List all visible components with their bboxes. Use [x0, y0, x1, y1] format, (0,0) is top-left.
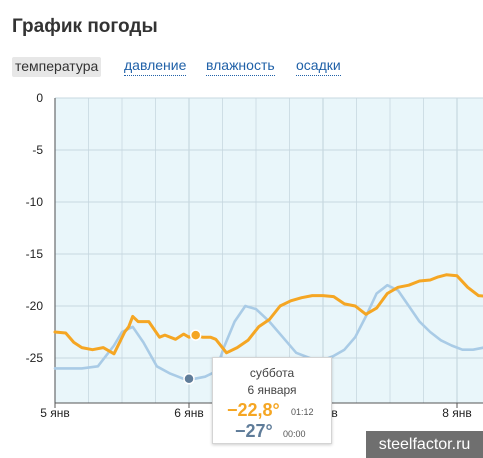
- history-highlight-point: [183, 373, 195, 385]
- plot-area: [55, 98, 483, 403]
- x-tick-label: 8 янв: [442, 406, 472, 420]
- page-title: График погоды: [12, 16, 158, 37]
- tooltip-date: 6 января: [247, 383, 297, 397]
- y-tick-label: -25: [26, 351, 44, 365]
- y-tick-label: -15: [26, 247, 44, 261]
- forecast-series-line: [53, 273, 483, 356]
- y-tick-label: -20: [26, 299, 44, 313]
- tab-humidity[interactable]: влажность: [206, 57, 275, 76]
- tab-temperature[interactable]: температура: [12, 57, 102, 77]
- tooltip-forecast-time: 01:12: [291, 407, 314, 417]
- tooltip-history-value: −27°: [235, 421, 273, 441]
- tooltip-forecast-value: −22,8°: [227, 400, 280, 420]
- x-tick-label: 5 янв: [40, 406, 70, 420]
- y-tick-label: -5: [32, 143, 43, 157]
- tab-pressure[interactable]: давление: [124, 57, 187, 76]
- forecast-highlight-point: [189, 329, 202, 341]
- chart-tooltip: суббота 6 января −22,8° 01:12 −27° 00:00: [212, 357, 332, 444]
- y-tick-label: 0: [36, 91, 43, 105]
- x-tick-label: 6 янв: [174, 406, 204, 420]
- tooltip-history-time: 00:00: [283, 429, 306, 439]
- history-series-line: [53, 283, 483, 381]
- tooltip-day-name: суббота: [249, 366, 295, 380]
- site-watermark: steelfactor.ru: [366, 431, 483, 458]
- y-tick-label: -10: [26, 195, 44, 209]
- tab-precipitation[interactable]: осадки: [296, 57, 341, 76]
